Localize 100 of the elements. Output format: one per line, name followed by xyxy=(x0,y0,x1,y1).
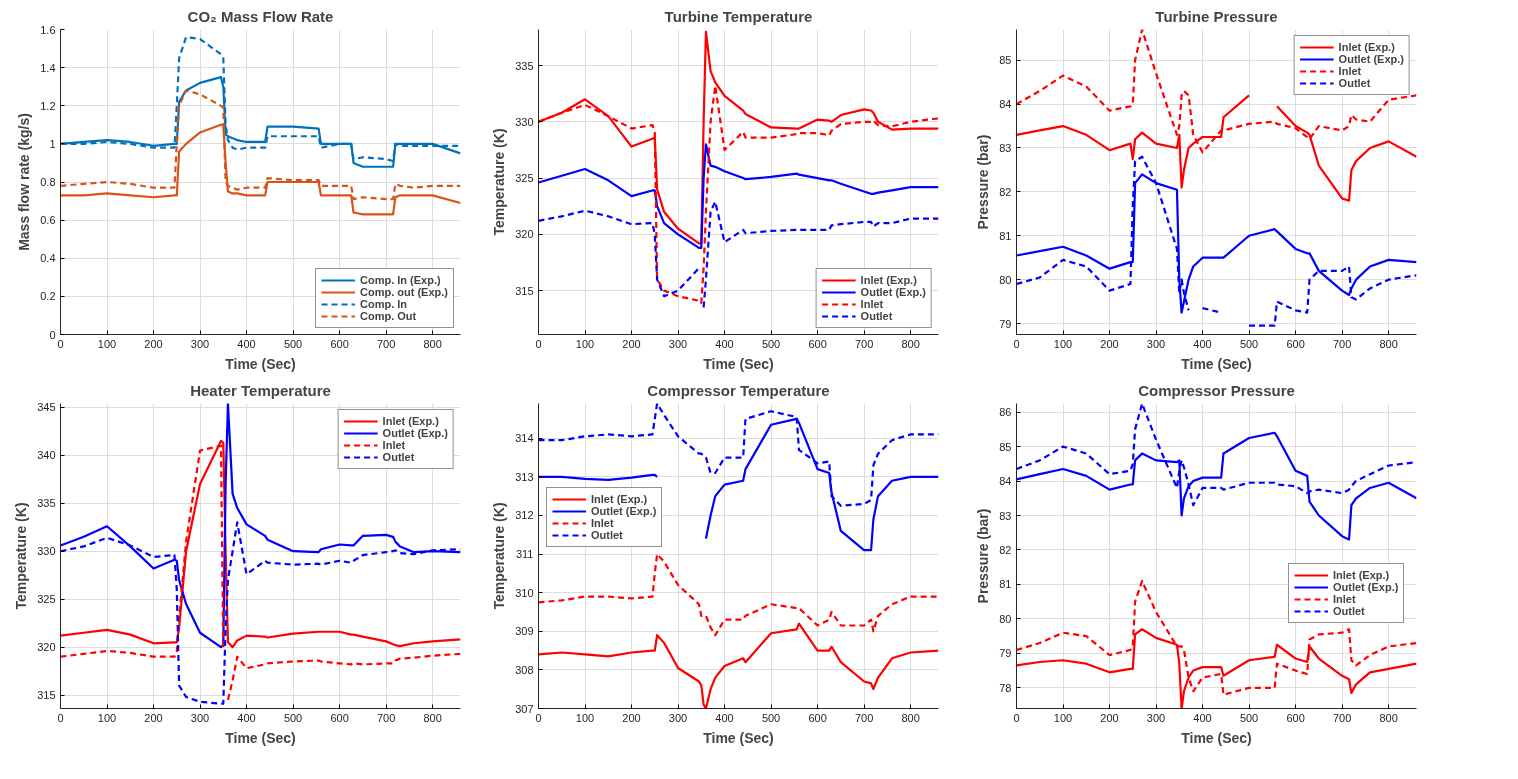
y-tick-label: 308 xyxy=(515,663,534,676)
y-axis-title: Mass flow rate (kg/s) xyxy=(16,113,33,251)
y-tick-label: 335 xyxy=(515,59,534,72)
x-tick-label: 800 xyxy=(423,711,442,724)
chart-title: CO₂ Mass Flow Rate xyxy=(187,7,334,25)
x-tick-label: 700 xyxy=(376,337,396,350)
x-tick-label: 600 xyxy=(330,711,349,724)
chart-title: Compressor Pressure xyxy=(1138,381,1295,399)
legend-label: Outlet (Exp.) xyxy=(591,505,657,517)
legend-label: Inlet (Exp.) xyxy=(382,415,439,427)
y-tick-label: 81 xyxy=(999,229,1012,242)
chart-title: Turbine Temperature xyxy=(664,7,813,25)
y-tick-label: 82 xyxy=(999,543,1012,556)
legend-label: Comp. Out xyxy=(360,310,417,322)
y-axis-title: Temperature (K) xyxy=(13,502,30,610)
legend-label: Inlet xyxy=(1338,65,1362,77)
x-tick-label: 500 xyxy=(283,337,303,350)
y-axis-title: Pressure (bar) xyxy=(975,134,992,230)
x-tick-label: 400 xyxy=(237,337,256,350)
x-axis-title: Time (Sec) xyxy=(1181,355,1252,372)
chart-title: Heater Temperature xyxy=(190,381,331,399)
legend-label: Inlet xyxy=(382,439,406,451)
y-tick-label: 0.8 xyxy=(40,176,56,188)
x-tick-label: 300 xyxy=(190,711,210,724)
x-tick-label: 300 xyxy=(190,337,210,350)
y-tick-label: 312 xyxy=(515,509,534,522)
y-tick-label: 0.2 xyxy=(40,290,56,303)
legend-label: Inlet (Exp.) xyxy=(1338,41,1395,53)
y-tick-label: 330 xyxy=(515,115,534,128)
legend-label: Comp. out (Exp.) xyxy=(360,286,448,298)
x-tick-label: 700 xyxy=(854,711,874,724)
y-tick-label: 0.6 xyxy=(40,214,56,227)
x-tick-label: 0 xyxy=(535,337,542,350)
y-tick-label: 314 xyxy=(515,432,534,445)
x-tick-label: 500 xyxy=(283,711,303,724)
x-tick-label: 0 xyxy=(1013,711,1020,724)
y-tick-label: 1.6 xyxy=(40,23,56,36)
chart-title: Turbine Pressure xyxy=(1155,7,1278,25)
x-tick-label: 700 xyxy=(1332,711,1352,724)
y-tick-label: 320 xyxy=(515,228,534,241)
legend-label: Outlet (Exp.) xyxy=(1338,53,1404,65)
y-tick-label: 325 xyxy=(515,172,534,185)
legend-label: Comp. In xyxy=(360,298,408,310)
x-tick-label: 300 xyxy=(1146,337,1166,350)
y-tick-label: 84 xyxy=(999,475,1012,488)
y-tick-label: 313 xyxy=(515,470,534,483)
y-tick-label: 86 xyxy=(999,406,1012,419)
x-tick-label: 500 xyxy=(1239,711,1259,724)
x-tick-label: 200 xyxy=(1100,711,1119,724)
x-tick-label: 800 xyxy=(901,711,920,724)
y-axis-title: Temperature (K) xyxy=(491,502,508,610)
x-tick-label: 500 xyxy=(761,337,781,350)
x-tick-label: 0 xyxy=(57,711,64,724)
y-tick-label: 80 xyxy=(999,612,1012,625)
x-tick-label: 400 xyxy=(237,711,256,724)
x-tick-label: 600 xyxy=(1286,711,1305,724)
legend-label: Inlet xyxy=(860,298,884,310)
legend-label: Outlet xyxy=(1333,605,1365,617)
y-tick-label: 78 xyxy=(999,681,1012,694)
x-tick-label: 200 xyxy=(144,711,163,724)
x-tick-label: 400 xyxy=(715,337,734,350)
x-tick-label: 600 xyxy=(808,337,827,350)
legend-label: Outlet xyxy=(591,529,623,541)
x-axis-title: Time (Sec) xyxy=(703,355,774,372)
y-tick-label: 320 xyxy=(37,641,56,654)
y-tick-label: 340 xyxy=(37,449,56,462)
y-tick-label: 0.4 xyxy=(40,252,56,265)
y-tick-label: 83 xyxy=(999,141,1012,154)
x-tick-label: 600 xyxy=(330,337,349,350)
y-tick-label: 311 xyxy=(515,548,534,561)
y-tick-label: 84 xyxy=(999,98,1012,111)
x-tick-label: 0 xyxy=(535,711,542,724)
x-tick-label: 800 xyxy=(1379,337,1398,350)
y-tick-label: 315 xyxy=(515,284,534,297)
legend-label: Outlet xyxy=(382,451,415,463)
x-tick-label: 100 xyxy=(1053,337,1073,350)
x-tick-label: 300 xyxy=(668,337,688,350)
y-tick-label: 80 xyxy=(999,273,1012,286)
legend-label: Inlet xyxy=(591,517,614,529)
y-axis-title: Pressure (bar) xyxy=(975,508,992,604)
x-tick-label: 200 xyxy=(622,337,641,350)
legend-label: Outlet xyxy=(1338,77,1371,89)
x-tick-label: 500 xyxy=(761,711,781,724)
x-axis-title: Time (Sec) xyxy=(1181,729,1252,746)
legend-label: Outlet (Exp.) xyxy=(382,427,448,439)
y-tick-label: 325 xyxy=(37,593,56,606)
y-tick-label: 345 xyxy=(37,401,56,414)
chart-title: Compressor Temperature xyxy=(647,381,830,399)
x-tick-label: 100 xyxy=(1053,711,1073,724)
x-tick-label: 100 xyxy=(97,337,117,350)
y-tick-label: 1.2 xyxy=(40,99,56,112)
x-tick-label: 0 xyxy=(57,337,64,350)
x-tick-label: 100 xyxy=(97,711,117,724)
x-tick-label: 800 xyxy=(1379,711,1398,724)
y-tick-label: 79 xyxy=(999,647,1012,660)
y-tick-label: 307 xyxy=(515,702,534,715)
x-tick-label: 600 xyxy=(1286,337,1305,350)
y-axis-title: Temperature (K) xyxy=(491,128,508,236)
legend-label: Comp. In (Exp.) xyxy=(360,274,441,286)
x-tick-label: 300 xyxy=(1146,711,1166,724)
